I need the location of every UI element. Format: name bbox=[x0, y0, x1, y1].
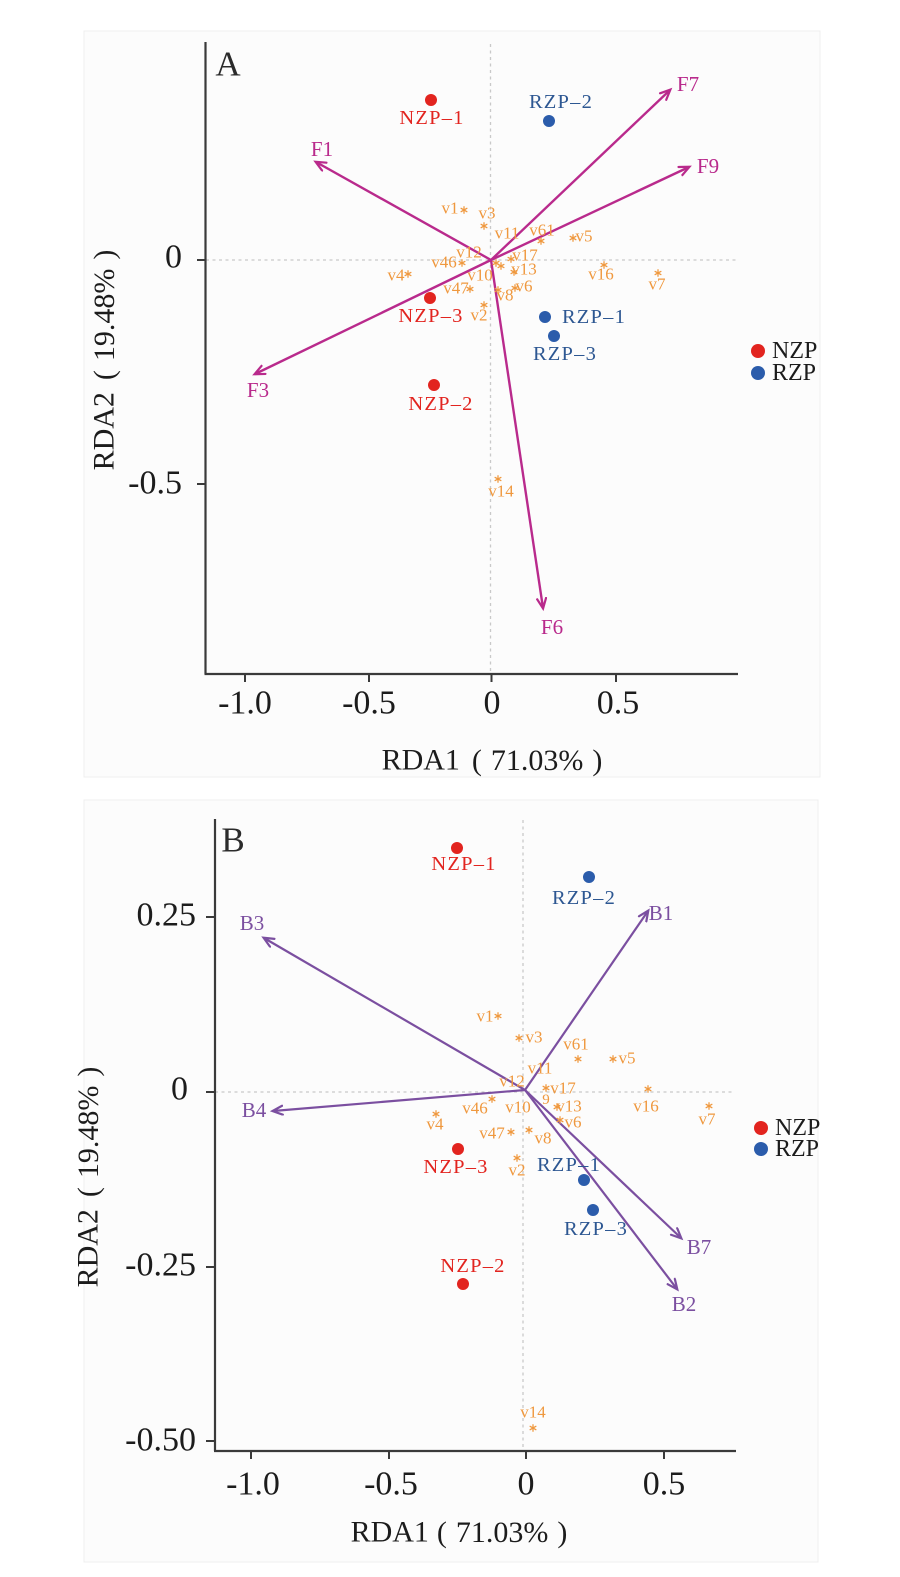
svg-text:F1: F1 bbox=[311, 137, 333, 161]
svg-text:0.25: 0.25 bbox=[137, 897, 197, 934]
svg-text:0: 0 bbox=[518, 1466, 535, 1503]
svg-text:A: A bbox=[215, 45, 241, 84]
svg-text:v7: v7 bbox=[649, 275, 667, 294]
svg-text:v8: v8 bbox=[535, 1129, 552, 1148]
svg-text:NZP: NZP bbox=[772, 338, 817, 364]
svg-text:v3: v3 bbox=[479, 204, 496, 223]
svg-text:RZP–1: RZP–1 bbox=[537, 1154, 601, 1176]
svg-text:B1: B1 bbox=[649, 901, 674, 925]
svg-text:RDA1(71.03%): RDA1(71.03%) bbox=[351, 1516, 568, 1549]
svg-text:v14: v14 bbox=[520, 1403, 546, 1422]
svg-text:RDA1(71.03%): RDA1(71.03%) bbox=[382, 744, 603, 777]
svg-text:v12: v12 bbox=[499, 1072, 525, 1091]
svg-text:v11: v11 bbox=[495, 224, 520, 243]
svg-text:B: B bbox=[221, 821, 244, 860]
svg-text:v61: v61 bbox=[563, 1035, 589, 1054]
svg-text:0: 0 bbox=[484, 685, 501, 722]
svg-text:v2: v2 bbox=[509, 1161, 526, 1180]
svg-text:RDA2(19.48%): RDA2(19.48%) bbox=[72, 1067, 105, 1288]
svg-text:RZP–2: RZP–2 bbox=[552, 887, 616, 909]
svg-text:v6: v6 bbox=[565, 1113, 582, 1132]
svg-text:RZP–3: RZP–3 bbox=[564, 1218, 628, 1240]
svg-text:0.5: 0.5 bbox=[643, 1466, 686, 1503]
svg-text:v17: v17 bbox=[550, 1079, 576, 1098]
svg-text:RZP–3: RZP–3 bbox=[533, 343, 597, 365]
svg-text:v12: v12 bbox=[456, 243, 482, 262]
svg-text:-1.0: -1.0 bbox=[218, 685, 272, 722]
svg-text:v4: v4 bbox=[427, 1115, 445, 1134]
svg-text:v16: v16 bbox=[588, 265, 614, 284]
svg-text:B2: B2 bbox=[672, 1292, 697, 1316]
svg-text:v5: v5 bbox=[619, 1049, 636, 1068]
svg-text:NZP–2: NZP–2 bbox=[440, 1255, 505, 1277]
svg-text:F3: F3 bbox=[247, 378, 269, 402]
svg-text:v46: v46 bbox=[431, 253, 457, 272]
svg-text:NZP: NZP bbox=[775, 1115, 820, 1141]
svg-text:RZP: RZP bbox=[775, 1136, 819, 1162]
svg-text:-0.25: -0.25 bbox=[125, 1247, 196, 1284]
svg-text:0.5: 0.5 bbox=[597, 685, 640, 722]
svg-text:0: 0 bbox=[171, 1071, 188, 1108]
svg-text:v13: v13 bbox=[556, 1097, 582, 1116]
svg-text:B4: B4 bbox=[242, 1098, 267, 1122]
svg-text:v4: v4 bbox=[388, 266, 406, 285]
svg-text:v47: v47 bbox=[443, 279, 469, 298]
svg-text:v61: v61 bbox=[529, 221, 555, 240]
svg-text:v46: v46 bbox=[462, 1099, 488, 1118]
svg-text:9: 9 bbox=[542, 1092, 550, 1108]
svg-text:v6: v6 bbox=[516, 277, 533, 296]
svg-text:NZP–1: NZP–1 bbox=[399, 107, 464, 129]
svg-text:NZP–3: NZP–3 bbox=[398, 305, 463, 327]
svg-text:v5: v5 bbox=[576, 227, 593, 246]
svg-text:0: 0 bbox=[165, 239, 182, 276]
svg-text:RZP: RZP bbox=[772, 360, 816, 386]
svg-text:RZP–1: RZP–1 bbox=[562, 306, 626, 328]
svg-text:v13: v13 bbox=[511, 260, 537, 279]
svg-text:v14: v14 bbox=[488, 482, 514, 501]
svg-text:v10: v10 bbox=[505, 1098, 531, 1117]
svg-text:NZP–2: NZP–2 bbox=[408, 393, 473, 415]
svg-text:-0.5: -0.5 bbox=[128, 465, 182, 502]
svg-text:v17: v17 bbox=[512, 246, 538, 265]
svg-text:v1: v1 bbox=[442, 199, 459, 218]
svg-text:v16: v16 bbox=[633, 1097, 659, 1116]
svg-text:v1: v1 bbox=[477, 1007, 494, 1026]
svg-text:-0.5: -0.5 bbox=[364, 1466, 418, 1503]
svg-text:v8: v8 bbox=[497, 286, 514, 305]
svg-text:B7: B7 bbox=[687, 1235, 712, 1259]
svg-text:v11: v11 bbox=[528, 1059, 553, 1078]
svg-text:NZP–1: NZP–1 bbox=[431, 853, 496, 875]
svg-text:B3: B3 bbox=[240, 911, 265, 935]
svg-text:v7: v7 bbox=[699, 1110, 717, 1129]
svg-text:NZP–3: NZP–3 bbox=[423, 1156, 488, 1178]
svg-text:v47: v47 bbox=[479, 1124, 505, 1143]
svg-text:-0.50: -0.50 bbox=[125, 1422, 196, 1459]
svg-text:F9: F9 bbox=[697, 154, 719, 178]
svg-text:-1.0: -1.0 bbox=[226, 1466, 280, 1503]
svg-text:F6: F6 bbox=[541, 615, 563, 639]
svg-text:v2: v2 bbox=[471, 306, 488, 325]
svg-text:RDA2(19.48%): RDA2(19.48%) bbox=[88, 250, 121, 471]
svg-text:-0.5: -0.5 bbox=[342, 685, 396, 722]
svg-text:F7: F7 bbox=[677, 72, 699, 96]
svg-text:v10: v10 bbox=[467, 266, 493, 285]
svg-text:v3: v3 bbox=[526, 1028, 543, 1047]
svg-text:RZP–2: RZP–2 bbox=[529, 91, 593, 113]
